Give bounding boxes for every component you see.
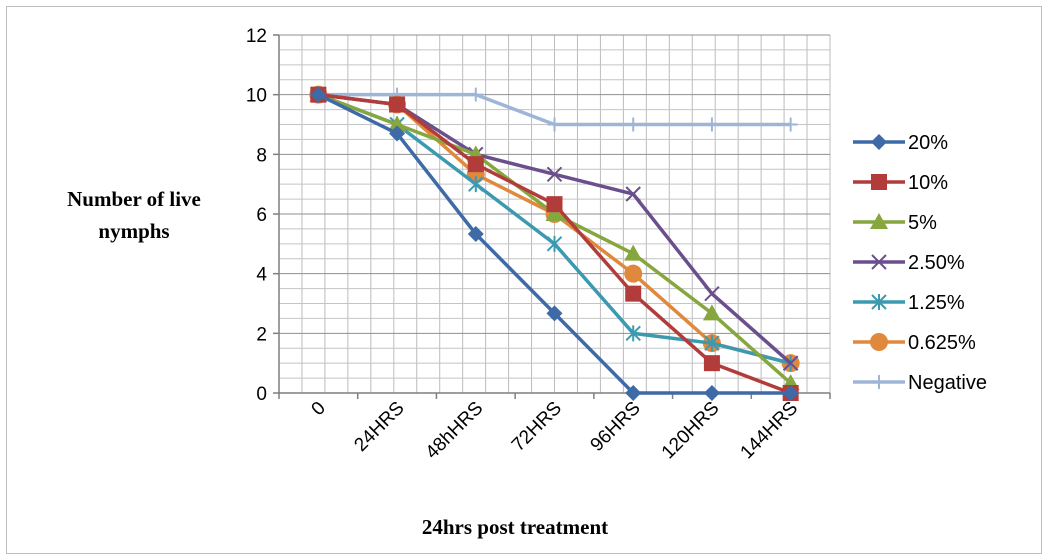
series-lines xyxy=(309,85,800,401)
data-point xyxy=(388,115,407,132)
y-tick-label: 4 xyxy=(256,265,267,286)
y-tick-label: 12 xyxy=(246,26,267,47)
data-point xyxy=(704,117,719,132)
legend-marker xyxy=(871,174,887,190)
data-point xyxy=(625,385,642,401)
line-chart: 0 2 4 6 8 10 12 0 24HRS 48hHRS 72HRS 96HRS 120HRS 14… xyxy=(67,26,987,539)
legend-label: 2.50% xyxy=(908,252,965,274)
data-point xyxy=(624,244,643,261)
y-tick-label: 2 xyxy=(256,324,267,345)
y-tick-label: 6 xyxy=(256,205,267,226)
data-point xyxy=(704,335,720,352)
legend-item: Negative xyxy=(853,372,987,394)
legend-item: 20% xyxy=(853,132,948,154)
data-point xyxy=(702,304,721,321)
data-point xyxy=(546,235,563,252)
x-tick-label: 48hHRS xyxy=(422,398,488,464)
y-tick-label: 0 xyxy=(256,384,267,405)
data-point xyxy=(624,264,643,283)
chart-frame: 0 2 4 6 8 10 12 0 24HRS 48hHRS 72HRS 96HRS 120HRS 14… xyxy=(6,6,1042,554)
legend-marker xyxy=(871,134,887,150)
legend-marker xyxy=(871,294,887,310)
data-point xyxy=(782,385,799,401)
data-point xyxy=(310,86,327,103)
legend-item: 2.50% xyxy=(853,252,965,274)
legend-label: 10% xyxy=(908,172,948,194)
x-axis-title: 24hrs post treatment xyxy=(422,515,608,539)
y-axis-title-line-2: nymphs xyxy=(98,219,169,243)
legend-label: 5% xyxy=(908,212,937,234)
data-point xyxy=(625,285,642,302)
legend: 20% 10% 5% 2.50% 1.25% 0.625% Negative xyxy=(853,132,987,394)
data-point xyxy=(547,117,562,132)
data-point xyxy=(468,176,484,193)
legend-item: 5% xyxy=(853,212,937,234)
data-point xyxy=(546,166,563,183)
data-point xyxy=(625,186,641,202)
legend-item: 1.25% xyxy=(853,292,965,314)
legend-marker xyxy=(870,213,888,229)
data-point xyxy=(467,156,484,173)
legend-label: Negative xyxy=(908,372,987,394)
legend-label: 0.625% xyxy=(908,332,976,354)
x-tick-label: 144HRS xyxy=(737,398,803,464)
legend-item: 10% xyxy=(853,172,948,194)
y-tick-labels: 0 2 4 6 8 10 12 xyxy=(246,26,268,405)
x-tick-label: 72HRS xyxy=(508,398,566,456)
data-point xyxy=(468,87,483,102)
x-tick-label: 24HRS xyxy=(350,398,408,456)
data-point xyxy=(783,117,798,132)
data-point xyxy=(626,117,641,132)
data-point xyxy=(703,385,720,401)
data-point xyxy=(467,225,484,242)
x-tick-label: 96HRS xyxy=(587,398,645,456)
x-tick-labels: 0 24HRS 48hHRS 72HRS 96HRS 120HRS 144HRS xyxy=(308,398,803,464)
x-tick-label: 120HRS xyxy=(658,398,724,464)
data-point xyxy=(545,205,564,221)
data-point xyxy=(546,196,563,213)
data-point xyxy=(704,285,720,302)
legend-marker xyxy=(872,375,886,389)
series-20% xyxy=(310,86,799,401)
data-point xyxy=(546,305,563,322)
data-point xyxy=(703,355,720,372)
data-point xyxy=(782,355,799,371)
legend-marker xyxy=(871,254,887,270)
legend-label: 20% xyxy=(908,132,948,154)
data-point xyxy=(389,125,406,142)
legend-item: 0.625% xyxy=(853,332,976,354)
data-point xyxy=(625,325,641,342)
y-tick-label: 8 xyxy=(256,145,267,166)
y-axis-title-line-1: Number of live xyxy=(67,187,201,211)
x-tick-label: 0 xyxy=(308,398,330,420)
legend-marker xyxy=(870,333,888,351)
y-tick-label: 10 xyxy=(246,86,267,107)
legend-label: 1.25% xyxy=(908,292,965,314)
data-point xyxy=(389,96,406,113)
